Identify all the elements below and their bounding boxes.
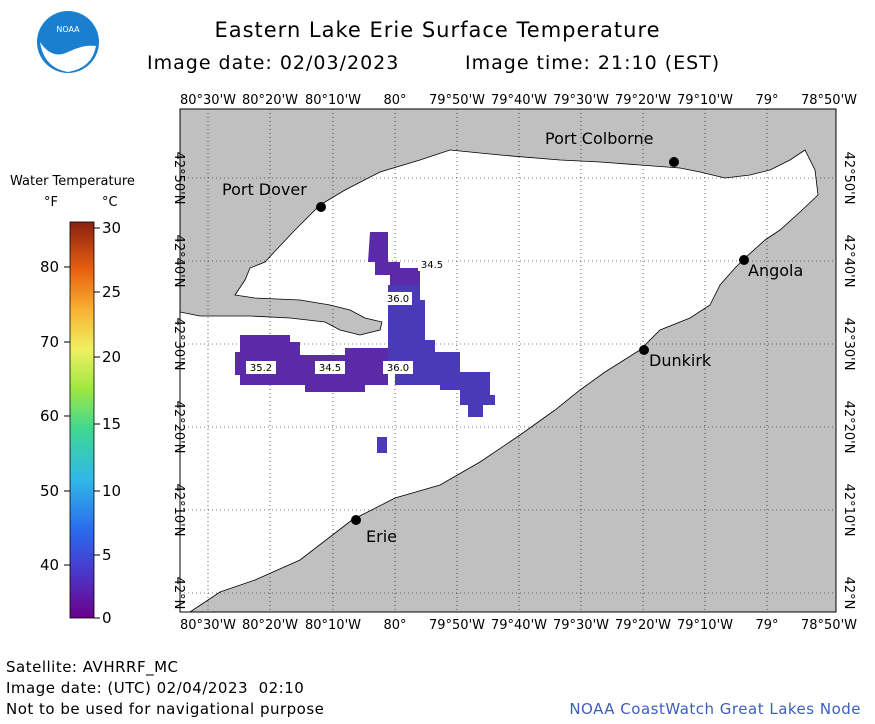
lon-labels-top: 80°30'W 80°20'W 80°10'W 80° 79°50'W 79°4… (180, 93, 857, 108)
svg-text:42°50'N: 42°50'N (171, 152, 186, 205)
legend-unit-c: °C (102, 195, 118, 210)
svg-text:80°30'W: 80°30'W (180, 93, 236, 108)
svg-text:70: 70 (40, 333, 59, 351)
city-label-erie: Erie (366, 527, 397, 546)
svg-text:34.5: 34.5 (319, 363, 341, 374)
city-label-angola: Angola (748, 261, 803, 280)
temp-label-5: 36.0 (383, 361, 413, 374)
svg-text:80°10'W: 80°10'W (305, 93, 361, 108)
city-marker-port-colborne (669, 157, 679, 167)
svg-text:36.0: 36.0 (387, 294, 409, 305)
lat-labels-left: 42°50'N 42°40'N 42°30'N 42°20'N 42°10'N … (171, 152, 186, 610)
svg-text:80: 80 (40, 258, 59, 276)
legend-tick-marks (64, 227, 100, 619)
image-time: Image time: 21:10 (EST) (465, 52, 721, 74)
svg-text:80°20'W: 80°20'W (242, 618, 298, 633)
city-label-dunkirk: Dunkirk (649, 351, 712, 370)
footer-satellite: Satellite: AVHRRF_MC (6, 658, 179, 676)
svg-text:78°50'W: 78°50'W (801, 618, 857, 633)
footer-disclaimer: Not to be used for navigational purpose (6, 700, 325, 718)
svg-text:42°40'N: 42°40'N (841, 235, 856, 288)
svg-text:25: 25 (102, 283, 121, 301)
noaa-logo: NOAA (37, 11, 99, 73)
svg-text:42°20'N: 42°20'N (841, 401, 856, 454)
svg-text:42°10'N: 42°10'N (841, 484, 856, 537)
map-title: Eastern Lake Erie Surface Temperature (214, 18, 661, 42)
svg-text:80°: 80° (383, 618, 406, 633)
svg-text:0: 0 (102, 609, 112, 627)
svg-text:80°30'W: 80°30'W (180, 618, 236, 633)
temperature-patches (235, 232, 495, 453)
image-date: Image date: 02/03/2023 (147, 52, 400, 74)
legend-f-ticks: 80 70 60 50 40 (40, 258, 59, 574)
city-marker-port-dover (316, 202, 326, 212)
legend-unit-f: °F (44, 195, 58, 210)
lake-water (180, 150, 818, 612)
svg-text:79°20'W: 79°20'W (615, 93, 671, 108)
legend-colorbar (69, 221, 95, 619)
svg-text:42°30'N: 42°30'N (171, 318, 186, 371)
svg-text:79°10'W: 79°10'W (677, 618, 733, 633)
temp-label-4: 34.5 (315, 361, 345, 374)
svg-text:79°: 79° (755, 93, 778, 108)
svg-text:80°20'W: 80°20'W (242, 93, 298, 108)
lat-lon-grid (180, 109, 836, 612)
svg-text:80°10'W: 80°10'W (305, 618, 361, 633)
svg-text:79°40'W: 79°40'W (491, 618, 547, 633)
svg-text:34.5: 34.5 (421, 260, 443, 271)
svg-text:42°20'N: 42°20'N (171, 401, 186, 454)
footer-utc-date: Image date: (UTC) 02/04/2023 02:10 (6, 679, 305, 697)
svg-text:5: 5 (102, 546, 112, 564)
footer-credit: NOAA CoastWatch Great Lakes Node (569, 700, 861, 718)
city-marker-angola (739, 255, 749, 265)
svg-text:35.2: 35.2 (250, 363, 272, 374)
svg-text:79°10'W: 79°10'W (677, 93, 733, 108)
svg-text:42°30'N: 42°30'N (841, 318, 856, 371)
lon-labels-bottom: 80°30'W 80°20'W 80°10'W 80° 79°50'W 79°4… (180, 618, 857, 633)
svg-text:60: 60 (40, 407, 59, 425)
svg-text:79°30'W: 79°30'W (553, 618, 609, 633)
svg-text:50: 50 (40, 482, 59, 500)
svg-text:42°N: 42°N (171, 577, 186, 610)
temp-label-3: 35.2 (246, 361, 276, 374)
shoreline (179, 149, 819, 613)
svg-text:40: 40 (40, 556, 59, 574)
svg-text:80°: 80° (383, 93, 406, 108)
map-frame (179, 108, 837, 613)
svg-text:79°50'W: 79°50'W (429, 618, 485, 633)
svg-text:15: 15 (102, 415, 121, 433)
temp-label-2: 36.0 (384, 292, 412, 305)
svg-text:10: 10 (102, 482, 121, 500)
svg-text:79°40'W: 79°40'W (491, 93, 547, 108)
svg-text:42°40'N: 42°40'N (171, 235, 186, 288)
svg-text:20: 20 (102, 348, 121, 366)
svg-text:79°30'W: 79°30'W (553, 93, 609, 108)
svg-text:42°10'N: 42°10'N (171, 484, 186, 537)
city-marker-dunkirk (639, 345, 649, 355)
svg-text:78°50'W: 78°50'W (801, 93, 857, 108)
city-marker-erie (351, 515, 361, 525)
temp-label-1: 34.5 (418, 258, 446, 271)
svg-text:30: 30 (102, 219, 121, 237)
svg-text:79°: 79° (755, 618, 778, 633)
svg-text:79°50'W: 79°50'W (429, 93, 485, 108)
lat-labels-right: 42°50'N 42°40'N 42°30'N 42°20'N 42°10'N … (841, 152, 856, 610)
svg-text:42°N: 42°N (841, 577, 856, 610)
svg-text:42°50'N: 42°50'N (841, 152, 856, 205)
legend-title: Water Temperature (10, 174, 135, 189)
city-label-port-dover: Port Dover (222, 180, 307, 199)
svg-text:36.0: 36.0 (387, 363, 409, 374)
svg-text:79°20'W: 79°20'W (615, 618, 671, 633)
legend-c-ticks: 30 25 20 15 10 5 0 (102, 219, 121, 627)
logo-text: NOAA (56, 25, 80, 34)
city-label-port-colborne: Port Colborne (545, 129, 653, 148)
